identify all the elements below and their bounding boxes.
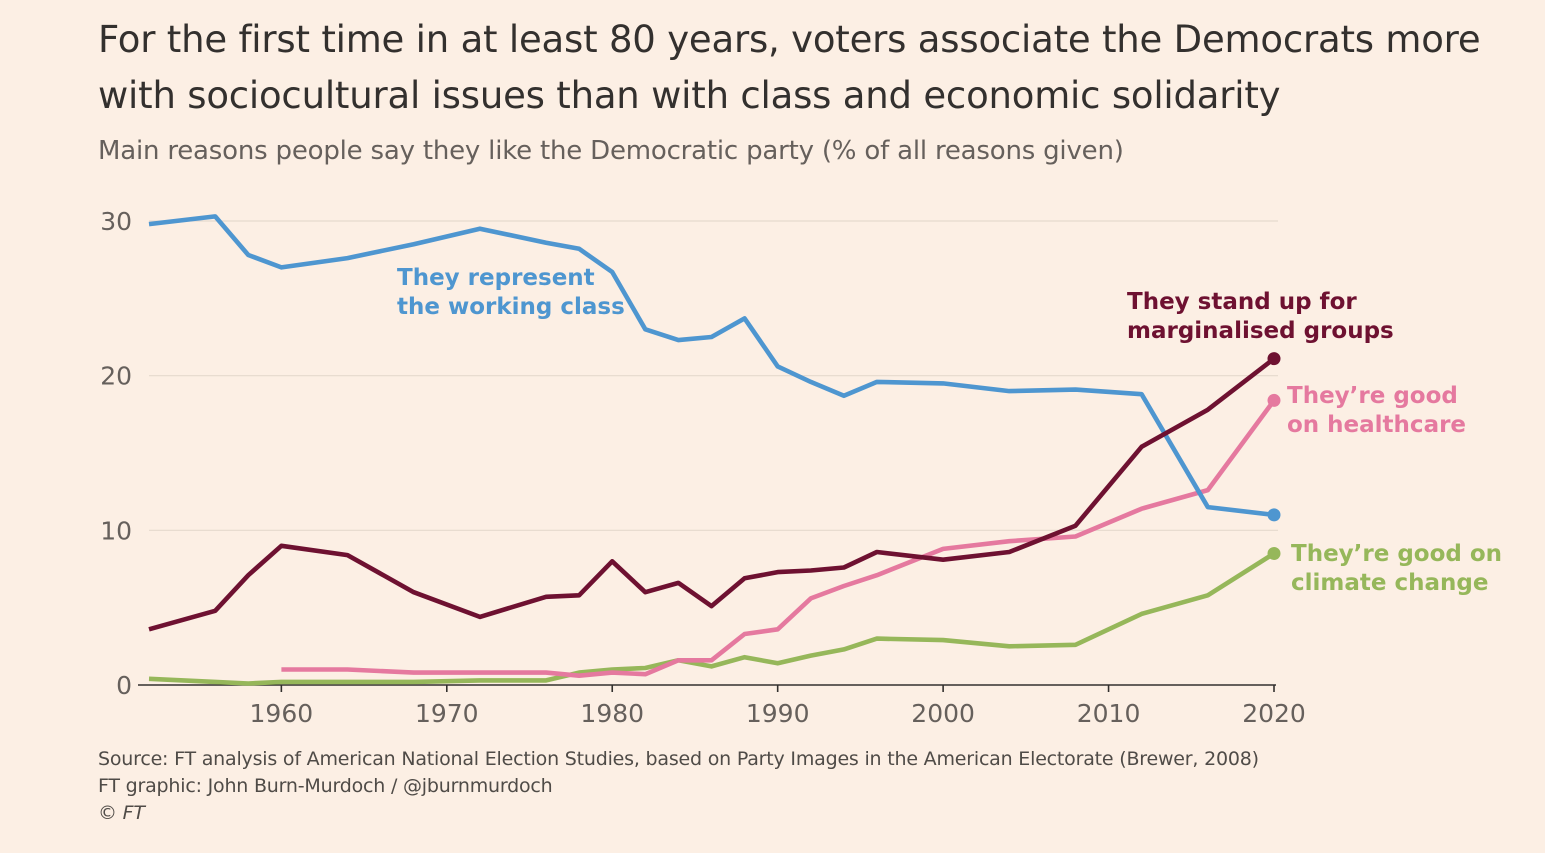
- source-notes: Source: FT analysis of American National…: [98, 746, 1259, 827]
- series-label-they-re-good-on-climate-change: They’re good on: [1291, 541, 1502, 567]
- series-line-they-represent-the-working-class: [148, 214, 1275, 518]
- y-tick-label: 20: [100, 362, 132, 391]
- series-line-they-re-good-on-climate-change: [148, 551, 1276, 686]
- x-tick-label: 2000: [911, 699, 975, 728]
- title-line-2: with sociocultural issues than with clas…: [98, 74, 1281, 117]
- title-line-1: For the first time in at least 80 years,…: [98, 18, 1481, 61]
- series-end-dot-they-stand-up-for-marginalised-groups: [1267, 352, 1281, 366]
- x-tick-label: 1990: [746, 699, 810, 728]
- series-label-they-re-good-on-climate-change: climate change: [1291, 570, 1488, 596]
- series-layer: [148, 214, 1281, 686]
- x-tick-label: 1960: [250, 699, 314, 728]
- x-tick-label: 1980: [580, 699, 644, 728]
- x-tick-label: 1970: [415, 699, 479, 728]
- chart-title: For the first time in at least 80 years,…: [98, 12, 1518, 124]
- credit-line: FT graphic: John Burn-Murdoch / @jburnmu…: [98, 775, 553, 797]
- y-tick-label: 10: [100, 516, 132, 545]
- series-label-they-represent-the-working-class: They represent: [397, 265, 595, 291]
- y-tick-label: 0: [116, 671, 132, 700]
- x-tick-label: 2020: [1242, 699, 1306, 728]
- label-layer: They represent the working class They stan…: [397, 265, 1502, 596]
- series-end-dot-they-represent-the-working-class: [1267, 508, 1281, 522]
- series-label-they-represent-the-working-class: the working class: [397, 294, 625, 320]
- series-label-they-re-good-on-healthcare: on healthcare: [1287, 412, 1466, 438]
- series-end-dot-they-re-good-on-climate-change: [1267, 547, 1281, 561]
- copyright-line: © FT: [98, 802, 145, 824]
- series-line-they-stand-up-for-marginalised-groups: [148, 356, 1276, 632]
- chart-subtitle: Main reasons people say they like the De…: [98, 136, 1124, 166]
- series-label-they-stand-up-for-marginalised-groups: marginalised groups: [1127, 318, 1394, 344]
- series-line-they-re-good-on-healthcare: [281, 399, 1276, 679]
- x-tick-label: 2010: [1077, 699, 1141, 728]
- series-end-dot-they-re-good-on-healthcare: [1267, 393, 1281, 407]
- source-line: Source: FT analysis of American National…: [98, 748, 1259, 770]
- series-label-they-stand-up-for-marginalised-groups: They stand up for: [1127, 289, 1357, 315]
- y-tick-label: 30: [100, 207, 132, 236]
- series-label-they-re-good-on-healthcare: They’re good: [1287, 383, 1458, 409]
- axis-layer: 0 10 20 30 1960 1970 1980 1990 2000 2010 2020: [100, 207, 1306, 728]
